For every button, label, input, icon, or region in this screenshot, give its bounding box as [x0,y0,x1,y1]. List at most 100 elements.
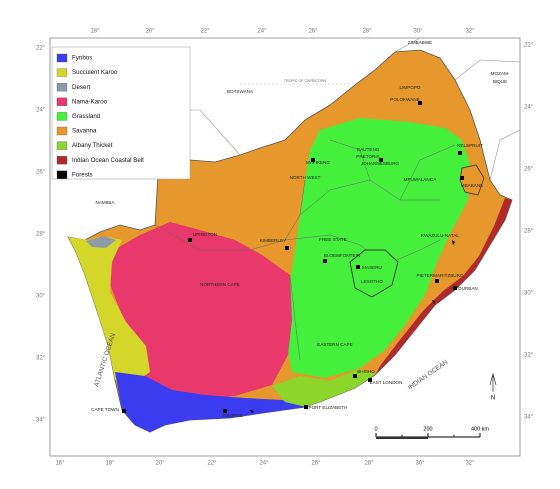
legend-swatch [56,112,68,121]
graticule-label: 16° [55,461,65,467]
place-label: NORTHERN CAPE [200,282,240,287]
graticule-label: 24° [257,29,267,35]
graticule-label: 26° [311,461,321,467]
place-label: EASTERN CAPE [317,342,352,347]
city-marker [418,101,422,105]
legend-swatch [56,97,68,106]
graticule-label: 22° [207,461,217,467]
city-marker [188,238,192,242]
legend-label: Succulent Karoo [72,69,118,76]
city-marker [356,265,360,269]
place-label: PIETERMARITZBURG [417,273,464,278]
city-marker [311,158,315,162]
graticule-label: 18° [105,461,115,467]
graticule-label: 22° [524,43,534,49]
grassland-area [285,118,470,378]
legend-swatch [56,68,68,77]
succulent-karoo-area [68,236,150,386]
place-label: GEORGE [223,413,243,418]
place-label: POLOKWANE [390,97,419,102]
albany-thicket-area [272,369,376,407]
city-marker [379,158,383,162]
legend-swatch [56,170,68,179]
legend-label: Albany Thicket [72,142,113,149]
province-borders [154,139,456,361]
coastal-belt-area [376,198,512,374]
nama-karoo-area [100,222,292,400]
city-marker [285,246,289,250]
fynbos-area [115,372,306,432]
place-label: MPUMALANGA [404,177,438,182]
tropic-label: TROPIC OF CAPRICORN [284,79,327,83]
place-label: JOHANNESBURG [361,161,400,166]
graticule-label: 26° [524,167,534,173]
city-marker [453,286,457,290]
north-label: N [491,396,495,402]
country-label: BIQUE [493,79,507,84]
place-label: CAPE TOWN [91,407,119,412]
graticule-label: 30° [415,461,425,467]
legend-label: Forests [72,171,93,178]
graticule-label: 22° [200,29,210,35]
legend-swatch [56,83,68,92]
place-label: EAST LONDON [370,380,403,385]
scale-label: 400 km [471,426,489,432]
city-marker [460,176,464,180]
legend-swatch [56,141,68,150]
legend-swatch [56,156,68,165]
city-marker [368,378,372,382]
place-label: LIMPOPO [400,85,421,90]
place-label: DURBAN [458,286,477,291]
graticule-label: 32° [465,461,475,467]
city-marker [458,151,462,155]
graticule-label: 28° [362,29,372,35]
place-label: NORTH WEST [290,175,321,180]
scale-label: 0 [374,426,377,432]
place-label: BLOEMFONTEIN [324,253,360,258]
city-marker [223,409,227,413]
graticule-label: 24° [36,108,46,114]
graticule-label: 30° [413,29,423,35]
place-label: MBABANE [461,183,483,188]
legend-swatch [56,53,68,63]
country-label: NAMIBIA [96,200,116,205]
place-label: PORT ELIZABETH [309,405,348,410]
legend-label: Grassland [72,113,101,120]
desert-area [86,236,116,248]
graticule-label: 28° [524,229,534,235]
city-marker [122,409,126,413]
graticule-label: 30° [524,291,534,297]
lesotho-border [349,249,399,298]
country-label: MOZAM- [491,71,510,76]
north-arrow [489,372,497,392]
legend-swatch [56,126,68,136]
legend-box [51,46,191,180]
legend-label: Indian Ocean Coastal Belt [72,157,144,164]
graticule-label: 28° [36,232,46,238]
scale-bar-fill [376,437,428,439]
place-label: MAFIKENG [306,160,330,165]
graticule-label: 26° [36,170,46,176]
legend-label: Fynbos [72,55,92,62]
place-label: BHISHO [357,369,375,374]
graticule-label: 26° [308,29,318,35]
place-label: FREE STATE [319,237,347,242]
place-label: KWAZULU-NATAL [421,233,459,238]
graticule-label: 34° [36,418,46,424]
city-marker [353,374,357,378]
legend-label: Desert [72,84,91,91]
place-label: MASERU [362,265,382,270]
graticule-label: 22° [36,46,46,52]
place-label: GAUTENG [357,147,380,152]
graticule-label: 28° [364,461,374,467]
place-label: PRETORIA [356,154,380,159]
graticule-label: 18° [90,29,100,35]
graticule-label: 32° [465,29,475,35]
graticule-label: 32° [524,353,534,359]
city-marker [323,259,327,263]
graticule-label: 20° [145,29,155,35]
graticule-label: 20° [155,461,165,467]
graticule-label: 24° [524,105,534,111]
graticule-label: 24° [259,461,269,467]
country-label: ZIMBABWE [408,40,433,45]
